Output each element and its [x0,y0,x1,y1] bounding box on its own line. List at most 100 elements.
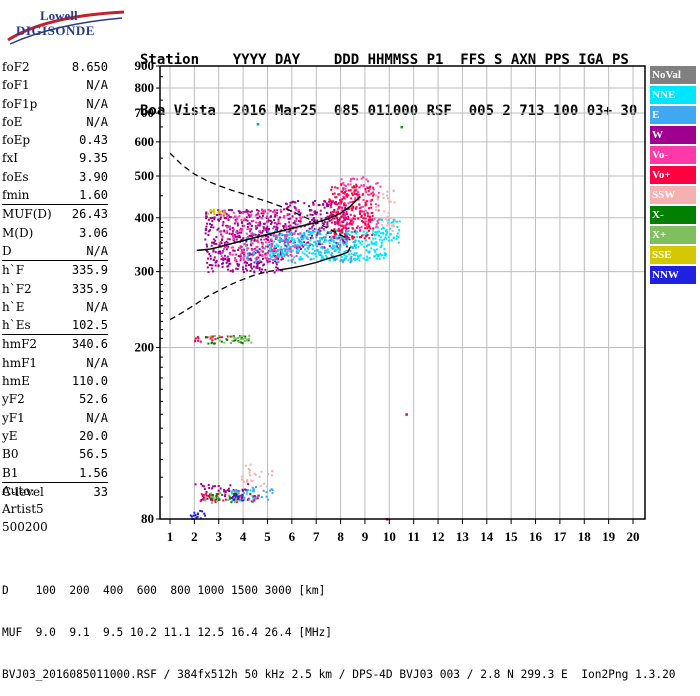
echo-point [237,248,240,251]
echo-point [314,253,317,256]
echo-point [243,488,246,491]
echo-point [282,247,285,250]
echo-point [249,230,252,233]
param-row: MUF(D) 26.43 [2,205,108,223]
echo-point [361,217,364,220]
echo-point [337,229,340,232]
echo-point [355,193,358,195]
echo-point [317,204,320,207]
echo-point [354,257,357,260]
echo-point [246,479,249,482]
echo-point [227,219,230,221]
echo-point [387,218,390,221]
echo-point [218,336,221,339]
echo-point [233,222,236,225]
echo-point [323,206,326,209]
echo-point [239,338,242,341]
echo-point [245,339,248,342]
echo-point [356,225,359,228]
echo-point [309,239,312,242]
profile-curves [169,152,361,321]
echo-point [355,252,358,255]
echo-point [353,192,356,195]
echo-point [353,243,356,246]
echo-point [374,226,377,229]
echo-point [209,222,211,225]
echo-point [383,254,386,257]
echo-point [308,251,311,254]
echo-point [270,255,273,258]
echo-point [356,230,359,233]
echo-point [257,224,260,227]
y-tick-label: 700 [135,105,155,120]
echo-point [346,213,348,215]
echo-point [246,338,249,341]
echo-point [241,249,244,251]
echo-point [257,234,260,237]
echo-point [245,244,247,247]
echo-point [362,257,365,260]
x-tick-label: 4 [240,529,247,544]
echo-point [255,259,258,262]
echo-point [339,224,342,227]
echo-point [274,211,277,214]
echo-point [267,236,270,239]
echo-point [333,246,336,249]
echo-point [355,185,358,188]
echo-point [368,207,371,210]
echo-point [227,487,230,490]
echo-point [246,225,249,228]
param-row: foF1p N/A [2,95,108,113]
echo-point [246,498,249,501]
echo-point [320,217,323,220]
echo-point [276,209,279,212]
echo-point [349,257,352,260]
echo-point [255,258,258,261]
echo-point [318,227,321,230]
echo-point [270,488,273,491]
echo-point [337,222,340,225]
echo-point [369,227,372,230]
echo-point [365,178,368,181]
trace-line [196,196,361,252]
echo-point [254,251,257,254]
echo-point [375,182,378,185]
echo-point [224,257,226,260]
echo-point [257,213,260,216]
echo-point [342,243,345,246]
echo-point [362,199,365,201]
echo-point [332,239,335,242]
echo-point [316,211,318,214]
echo-point [396,220,399,223]
echo-point [211,241,213,244]
echo-point [345,245,348,248]
param-label: fxI [2,151,18,166]
echo-point [345,238,348,241]
echo-point [394,219,396,222]
echo-point [246,257,248,260]
echo-point [312,224,315,227]
echo-point [384,254,387,257]
echo-point [349,250,352,253]
echo-point [258,262,261,265]
echo-point [351,209,354,212]
echo-point [307,248,310,250]
echo-point [292,222,295,225]
echo-point [233,493,236,495]
ionogram-chart: 1 2 3 4 5 6 7 8 9 10 11 12 13 14 15 16 17 18 19 20 80200300… [135,58,646,544]
echo-point [224,245,227,248]
echo-point [331,217,334,220]
echo-point [217,218,220,221]
echo-point [360,214,363,217]
echo-point [233,233,236,236]
echo-point [321,226,323,229]
echo-point [338,219,341,222]
echo-point [293,211,296,214]
echo-point [335,215,338,218]
echo-point [349,220,352,223]
echo-point [234,218,237,221]
echo-point [336,229,339,232]
echo-point [346,221,349,224]
echo-point [210,501,213,504]
echo-point [257,249,260,252]
